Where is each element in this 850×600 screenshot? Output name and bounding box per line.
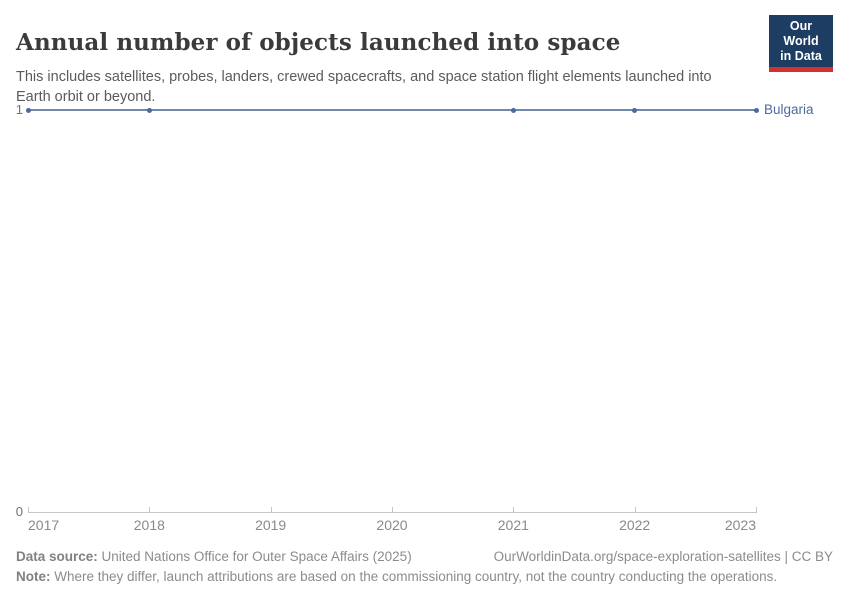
data-source-text: United Nations Office for Outer Space Af…	[97, 549, 412, 564]
note-text: Where they differ, launch attributions a…	[50, 569, 778, 584]
chart-subtitle: This includes satellites, probes, lander…	[16, 68, 712, 105]
chart-footer: Data source: United Nations Office for O…	[16, 547, 833, 587]
x-axis-tick	[756, 507, 757, 512]
x-axis-tick	[392, 507, 393, 512]
x-axis-tick	[513, 507, 515, 512]
owid-logo-line1: Our World	[783, 19, 819, 48]
data-point[interactable]	[632, 107, 638, 113]
x-axis-tick-label: 2022	[619, 517, 651, 533]
owid-logo[interactable]: Our World in Data	[769, 15, 833, 72]
owid-logo-redbar	[769, 67, 833, 72]
series-line-bulgaria[interactable]	[28, 109, 756, 111]
x-axis-tick-label: 2019	[255, 517, 287, 533]
x-axis-tick-label: 2017	[28, 517, 60, 533]
y-axis-tick-label: 0	[15, 504, 23, 519]
attribution-link[interactable]: OurWorldinData.org/space-exploration-sat…	[493, 549, 833, 564]
data-point[interactable]	[753, 107, 759, 113]
x-axis-line	[28, 512, 757, 513]
owid-logo-line2: in Data	[780, 49, 822, 63]
data-point[interactable]	[146, 107, 152, 113]
footer-row-source: Data source: United Nations Office for O…	[16, 547, 833, 567]
x-axis-tick-label: 2018	[133, 517, 165, 533]
footer-row-note: Note: Where they differ, launch attribut…	[16, 567, 833, 587]
x-axis-tick	[634, 507, 636, 512]
note-label: Note:	[16, 569, 51, 584]
data-source-label: Data source:	[16, 549, 98, 564]
data-point[interactable]	[25, 107, 31, 113]
chart-title: Annual number of objects launched into s…	[16, 29, 621, 57]
x-axis-tick	[28, 507, 29, 512]
data-source: Data source: United Nations Office for O…	[16, 547, 412, 567]
owid-logo-text: Our World in Data	[769, 15, 833, 67]
x-axis-tick-label: 2023	[724, 517, 756, 533]
entity-label-bulgaria[interactable]: Bulgaria	[764, 102, 814, 117]
x-axis-tick-label: 2021	[497, 517, 529, 533]
data-point[interactable]	[510, 107, 516, 113]
x-axis-tick-label: 2020	[376, 517, 408, 533]
x-axis-tick	[149, 507, 151, 512]
y-axis-tick-label: 1	[15, 102, 23, 117]
x-axis-tick	[270, 507, 272, 512]
